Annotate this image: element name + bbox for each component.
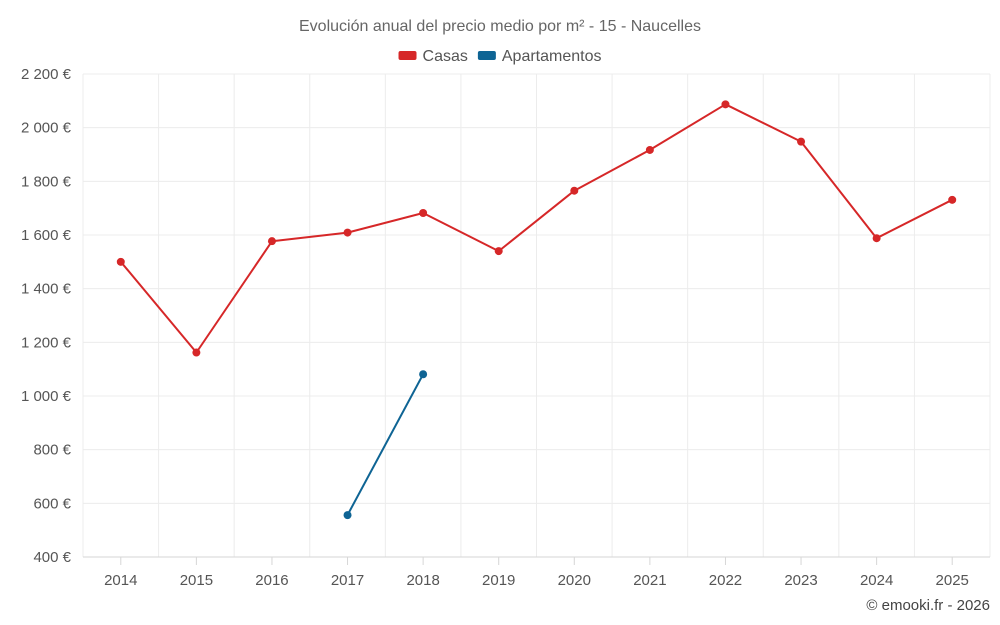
y-tick-label: 2 200 € [21,66,72,83]
x-tick-label: 2017 [331,572,364,589]
data-point[interactable] [494,247,503,256]
data-point[interactable] [797,137,806,146]
x-tick-label: 2022 [709,572,742,589]
data-point[interactable] [343,511,352,520]
y-tick-label: 1 600 € [21,227,72,244]
legend-label: Apartamentos [502,48,602,65]
y-tick-label: 1 200 € [21,334,72,351]
data-point[interactable] [192,348,201,357]
series-casas [116,100,957,357]
legend-swatch [477,51,496,60]
y-tick-label: 1 800 € [21,173,72,190]
series-group [116,100,957,520]
x-tick-label: 2015 [180,572,213,589]
data-point[interactable] [116,257,125,266]
y-tick-label: 1 000 € [21,388,72,405]
y-tick-label: 1 400 € [21,281,72,298]
data-point[interactable] [872,234,881,243]
series-apartamentos [343,370,428,520]
legend: Casas Apartamentos [398,48,602,65]
data-point[interactable] [419,208,428,217]
x-tick-label: 2023 [784,572,817,589]
data-point[interactable] [645,145,654,154]
x-tick-label: 2014 [104,572,137,589]
x-tick-label: 2019 [482,572,515,589]
x-tick-label: 2024 [860,572,893,589]
data-point[interactable] [721,100,730,109]
chart-title: Evolución anual del precio medio por m² … [299,18,701,35]
grid [82,73,991,557]
series-line [120,103,953,354]
x-tick-label: 2018 [406,572,439,589]
data-point[interactable] [948,195,957,204]
y-tick-label: 2 000 € [21,120,72,137]
x-tick-label: 2020 [558,572,591,589]
y-axis: 400 € 600 € 800 € 1 000 € 1 200 € 1 400 € 1 60… [21,66,72,566]
data-point[interactable] [343,228,352,237]
x-tick-label: 2016 [255,572,288,589]
legend-item-apartamentos[interactable]: Apartamentos [477,48,602,65]
x-tick-label: 2021 [633,572,666,589]
data-point[interactable] [419,370,428,379]
y-tick-label: 800 € [33,442,71,459]
legend-swatch [398,51,417,60]
legend-item-casas[interactable]: Casas [398,48,468,65]
y-tick-label: 600 € [33,495,71,512]
series-line [346,373,424,516]
data-point[interactable] [267,237,276,246]
legend-label: Casas [423,48,468,65]
credit: © emooki.fr - 2026 [866,597,990,614]
x-axis: 2014 2015 2016 2017 2018 2019 2020 2021 2022 2023… [83,556,990,589]
y-tick-label: 400 € [33,549,71,566]
data-point[interactable] [570,186,579,195]
x-tick-label: 2025 [936,572,969,589]
